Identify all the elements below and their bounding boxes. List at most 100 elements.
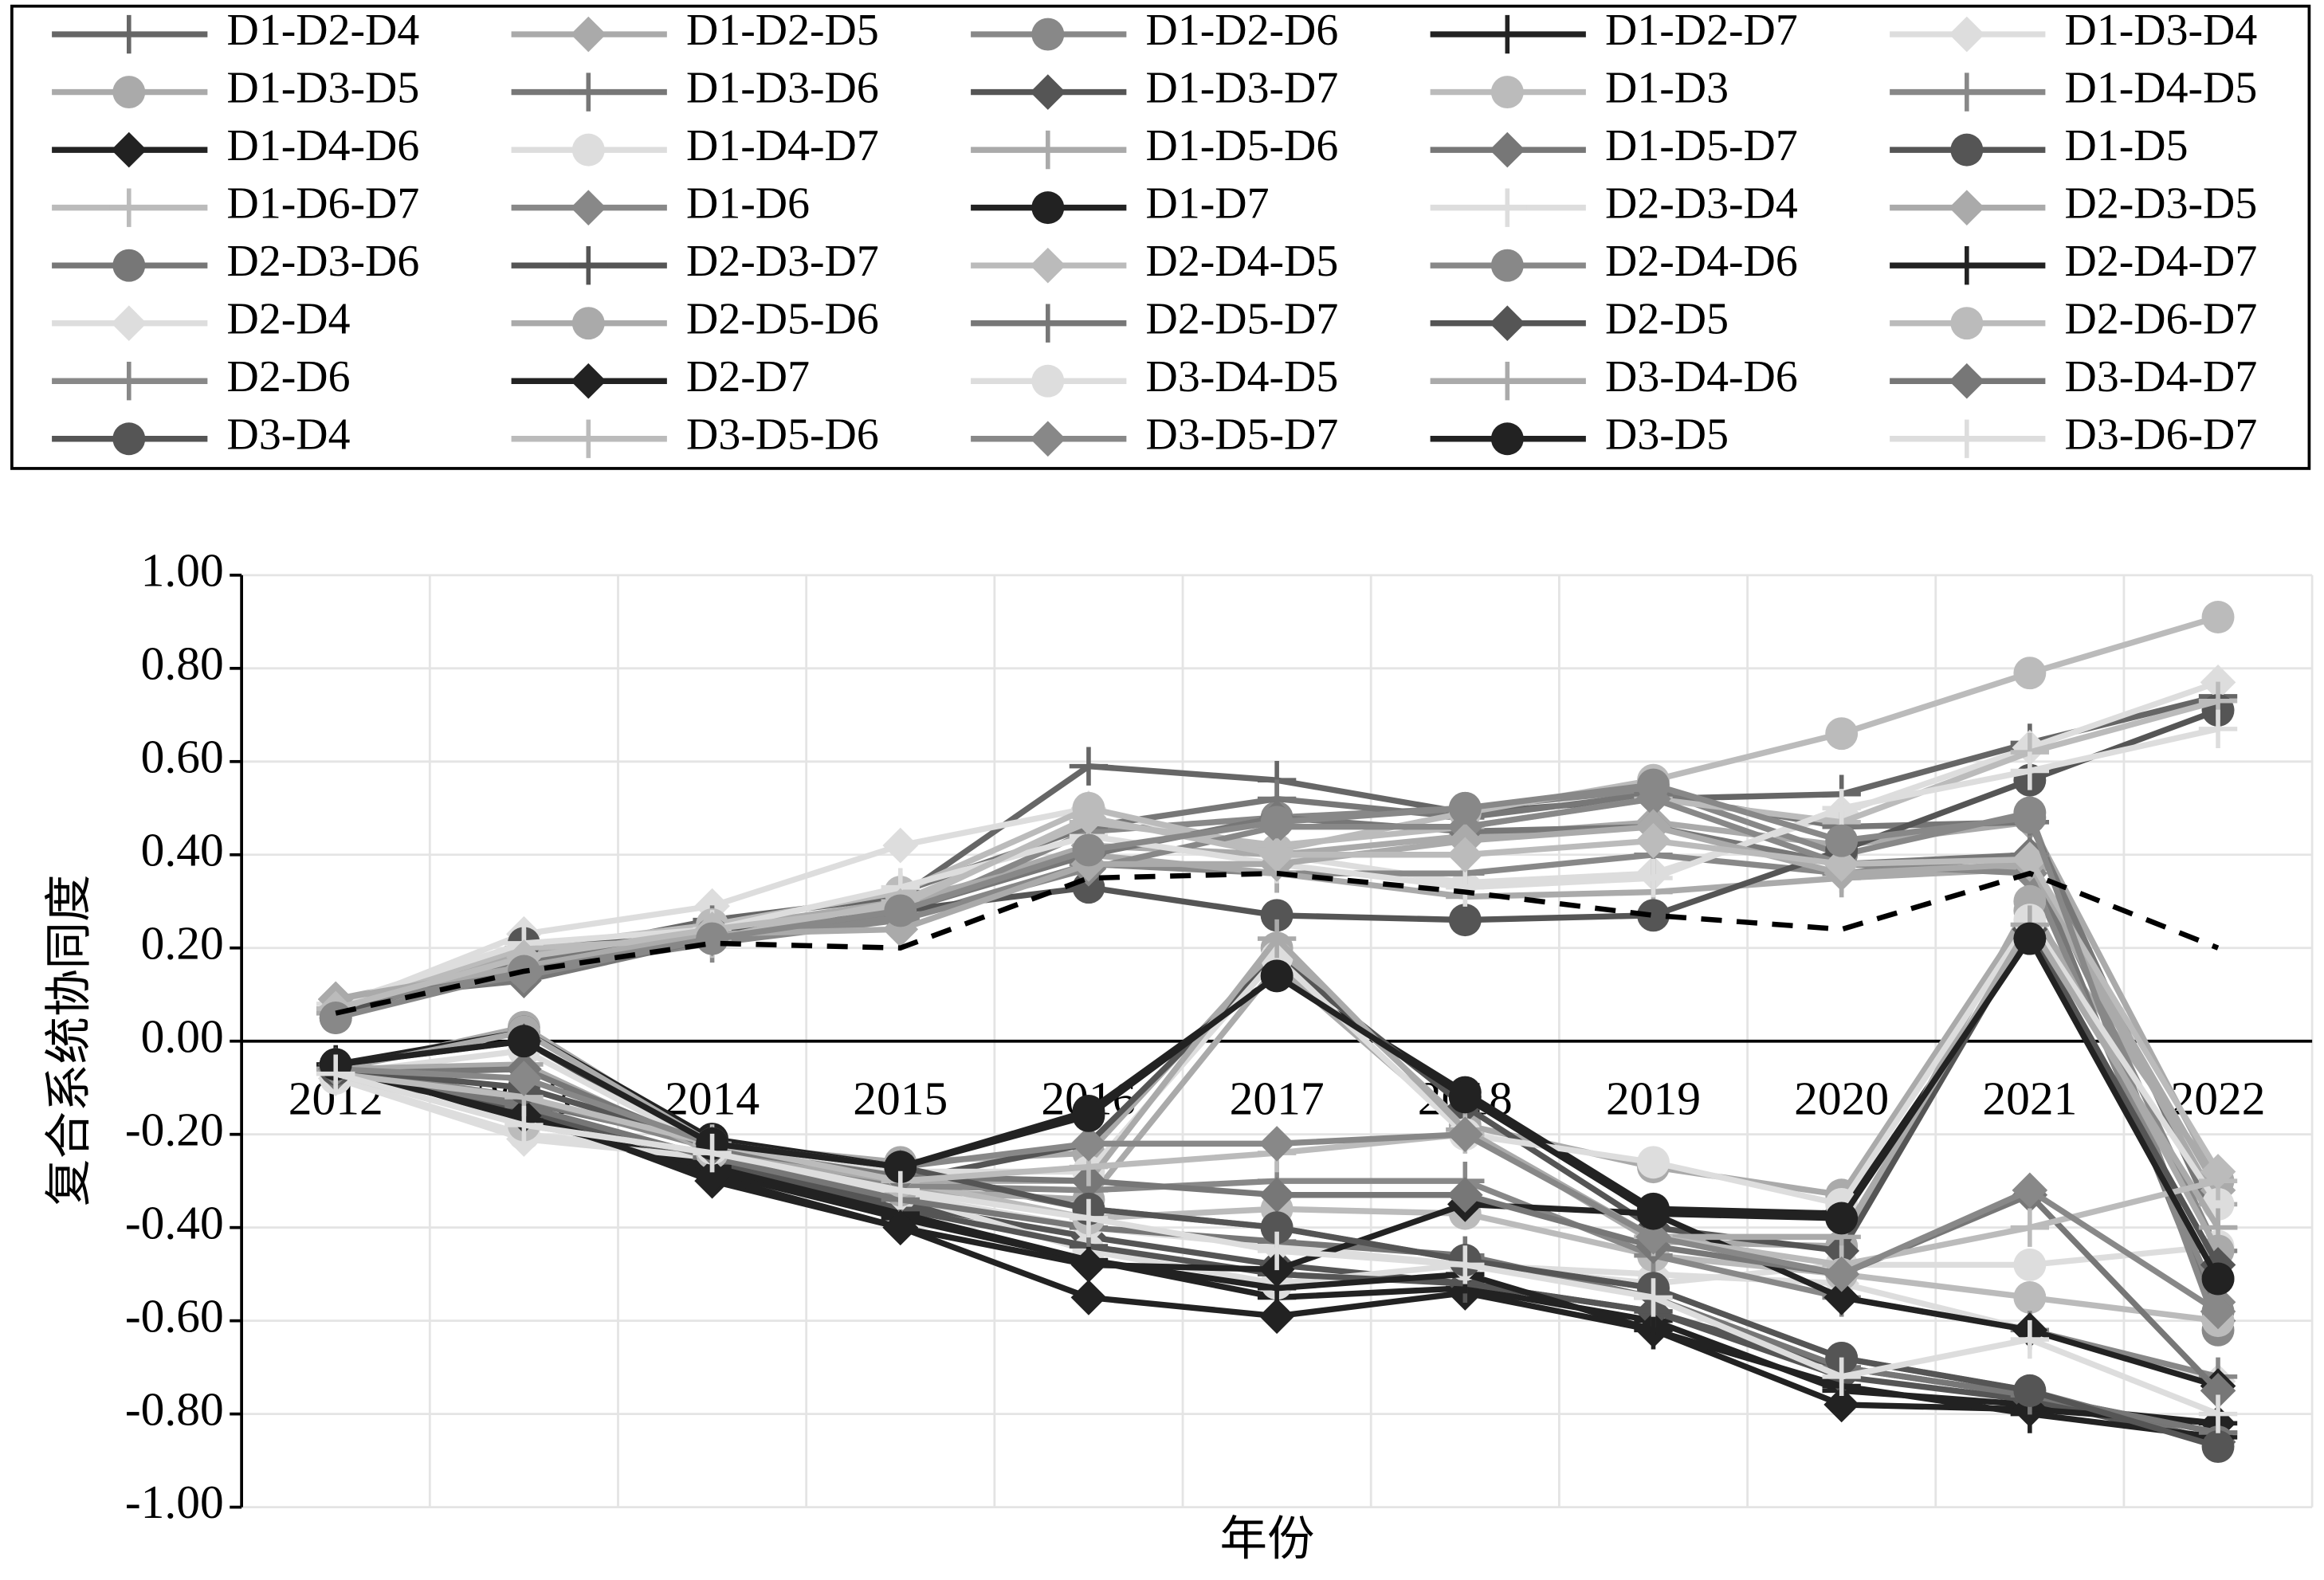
legend-marker [1028,304,1067,343]
y-axis-label: 复合系统协同度 [43,875,96,1206]
legend-label: D1-D5-D7 [1605,121,1798,171]
marker-plus [2198,1394,2238,1433]
y-tick-label: -0.40 [125,1196,224,1249]
marker-plus [1069,1198,1109,1238]
legend-label: D3-D6-D7 [2065,410,2258,460]
legend-label: D3-D4-D5 [1146,352,1339,402]
legend-label: D2-D3-D5 [2065,178,2258,228]
legend-marker [1950,133,1984,167]
marker-plus [1822,1357,1861,1397]
marker-plus [1822,789,1861,828]
y-tick-label: -1.00 [125,1476,224,1528]
legend-label: D1-D7 [1146,178,1270,228]
legend-label: D3-D5 [1605,410,1729,460]
marker-plus [1257,1231,1297,1271]
marker-circle [1637,1146,1670,1179]
legend-marker [1030,74,1066,110]
legend-label: D2-D5-D6 [686,294,879,343]
y-tick-label: 1.00 [141,544,224,597]
legend-label: D2-D3-D6 [227,237,420,286]
legend-label: D2-D3-D4 [1605,178,1798,228]
legend-marker [1949,16,1985,53]
marker-diamond [2012,1172,2048,1209]
legend-label: D1-D5-D6 [1146,121,1339,171]
x-tick-label: 2020 [1794,1072,1889,1124]
legend-marker [1949,190,1985,225]
y-tick-label: -0.60 [125,1289,224,1342]
legend-marker [1031,191,1065,225]
legend-label: D2-D7 [686,352,810,402]
marker-circle [1072,833,1105,867]
legend-marker [1950,307,1984,340]
marker-circle [1260,806,1294,839]
legend-label: D1-D6 [686,178,810,228]
legend-marker [1490,249,1524,282]
legend-label: D1-D4-D6 [227,121,420,171]
marker-plus [2010,1208,2050,1247]
marker-diamond [1258,1177,1295,1213]
legend-marker [1490,422,1524,456]
marker-diamond [1258,837,1295,873]
marker-circle [1825,824,1859,857]
legend-label: D2-D5 [1605,294,1729,343]
marker-circle [1825,1202,1859,1235]
marker-diamond [1823,846,1859,882]
marker-diamond [1447,1177,1483,1213]
marker-circle [1637,1197,1670,1230]
marker-circle [2201,1262,2235,1296]
legend-marker [1488,14,1527,54]
marker-plus [1257,919,1297,959]
marker-circle [1825,717,1859,751]
y-tick-label: 0.00 [141,1010,224,1062]
legend-marker [1490,76,1524,109]
legend-label: D3-D5-D7 [1146,410,1339,460]
y-tick-label: -0.20 [125,1103,224,1155]
marker-diamond [694,1159,730,1194]
legend-label: D1-D5 [2065,121,2189,171]
legend-label: D3-D4-D7 [2065,352,2258,402]
marker-circle [2013,1374,2047,1407]
marker-diamond [1070,799,1107,836]
legend-marker [569,73,608,112]
marker-diamond [2012,841,2048,877]
legend-marker [109,14,148,54]
marker-plus [2198,1162,2238,1201]
legend-label: D2-D5-D7 [1146,294,1339,343]
marker-circle [2013,801,2047,834]
legend-label: D1-D2-D7 [1605,6,1798,55]
marker-plus [1446,1245,1485,1284]
x-tick-label: 2015 [853,1072,948,1124]
marker-diamond [1070,1126,1107,1162]
legend-label: D2-D4 [227,294,351,343]
x-axis-label: 年份 [1220,1513,1315,1566]
legend-marker [1031,18,1065,51]
legend-label: D2-D4-D5 [1146,237,1339,286]
marker-plus [1634,858,1673,898]
legend-label: D1-D3 [1605,63,1729,112]
legend-label: D1-D2-D4 [227,6,420,55]
legend-marker [1947,419,1986,458]
marker-plus [1446,868,1485,907]
legend-label: D1-D3-D5 [227,63,420,112]
marker-circle [1637,899,1670,932]
legend-marker [1947,73,1986,112]
legend-marker [1031,364,1065,398]
marker-diamond [1070,1280,1107,1315]
x-tick-label: 2014 [665,1072,760,1124]
marker-diamond [1258,1298,1295,1335]
marker-circle [2013,1280,2047,1314]
legend-marker [112,422,146,456]
legend-marker [109,188,148,227]
marker-diamond [1070,1247,1107,1283]
marker-plus [2198,1208,2238,1247]
legend-marker [112,249,146,282]
marker-plus [881,1170,920,1210]
legend-marker [569,419,608,458]
marker-plus [1634,1278,1673,1317]
legend-label: D1-D4-D5 [2065,63,2258,112]
marker-diamond [1447,1116,1483,1153]
y-tick-label: 0.80 [141,637,224,689]
legend-marker [569,245,608,285]
